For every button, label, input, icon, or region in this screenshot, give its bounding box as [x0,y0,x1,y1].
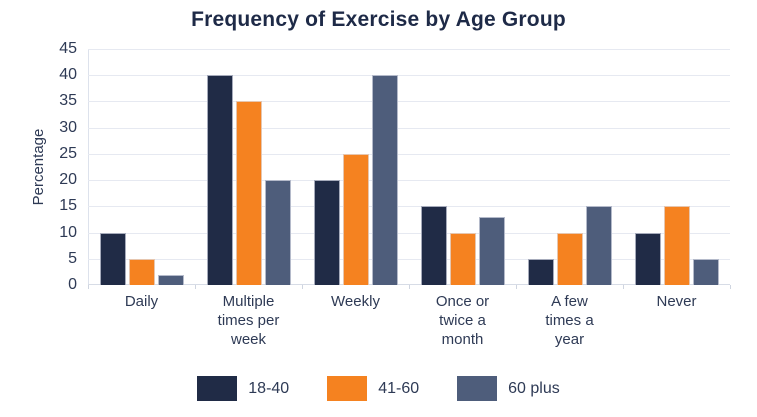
bar-group-5 [623,49,730,285]
gridline-30 [88,127,730,129]
bar-60-plus-1 [264,180,291,285]
legend-label: 18-40 [248,379,290,397]
gridline-0 [88,284,730,285]
bar-60-plus-4 [585,206,612,285]
bar-groups [88,49,730,285]
bar-60-plus-0 [157,274,184,285]
legend-item-18-40: 18-40 [197,376,289,401]
y-tick-label-45: 45 [59,40,77,57]
bar-60-plus-5 [692,258,719,285]
legend-label: 41-60 [378,379,420,397]
legend-swatch-icon [457,376,498,401]
bar-18-40-3 [420,206,447,285]
bar-41-60-2 [342,153,369,285]
x-axis-tick-5 [623,285,624,289]
gridline-45 [88,49,730,50]
bar-41-60-4 [556,232,583,285]
gridline-35 [88,101,730,103]
x-category-label-0: Daily [124,293,159,310]
bar-60-plus-3 [478,216,505,285]
bar-group-2 [302,49,409,285]
x-category-label-1: Multiple times per week [217,293,280,348]
y-axis-line [88,49,89,285]
gridline-15 [88,206,730,208]
legend: 18-40 41-60 60 plus [0,376,757,401]
legend-swatch-icon [327,376,368,401]
y-tick-label-25: 25 [59,144,77,162]
bar-18-40-4 [527,258,554,285]
bar-60-plus-2 [371,75,398,285]
y-tick-label-30: 30 [59,118,77,136]
x-axis-tick-4 [516,285,517,289]
x-category-label-3: Once or twice a month [435,293,490,348]
bar-group-0 [88,49,195,285]
legend-item-60-plus: 60 plus [457,376,560,401]
x-axis-tick-3 [409,285,410,289]
y-tick-label-20: 20 [59,171,77,189]
bar-41-60-0 [128,258,155,285]
bar-41-60-3 [449,232,476,285]
x-axis-tick-6 [730,285,731,289]
y-tick-label-10: 10 [59,223,77,241]
bar-41-60-1 [235,101,262,285]
x-category-label-5: Never [656,293,697,310]
y-tick-label-40: 40 [59,66,77,84]
bar-group-3 [409,49,516,285]
gridline-25 [88,153,730,155]
x-category-labels: Daily Multiple times per week Weekly Once o… [88,292,730,349]
bar-41-60-5 [663,206,690,285]
chart-title: Frequency of Exercise by Age Group [191,8,566,31]
x-axis-tick-0 [88,285,89,289]
bar-18-40-5 [634,232,661,285]
y-tick-label-35: 35 [59,92,77,110]
legend-item-41-60: 41-60 [327,376,419,401]
y-axis-title: Percentage [30,128,47,206]
gridline-20 [88,180,730,182]
y-tick-label-15: 15 [59,197,77,215]
gridline-10 [88,232,730,234]
bar-18-40-0 [99,232,126,285]
bar-18-40-1 [206,75,233,285]
bar-group-1 [195,49,302,285]
x-axis-tick-1 [195,285,196,289]
gridline-5 [88,258,730,260]
plot-area [88,49,730,285]
gridline-40 [88,75,730,77]
legend-swatch-icon [197,376,238,401]
y-tick-label-5: 5 [68,249,77,267]
bar-18-40-2 [313,180,340,285]
x-axis-tick-2 [302,285,303,289]
x-category-label-4: A few times a year [545,293,594,348]
bar-group-4 [516,49,623,285]
x-category-label-2: Weekly [331,293,380,310]
legend-label: 60 plus [508,379,560,397]
y-tick-label-0: 0 [68,276,77,293]
